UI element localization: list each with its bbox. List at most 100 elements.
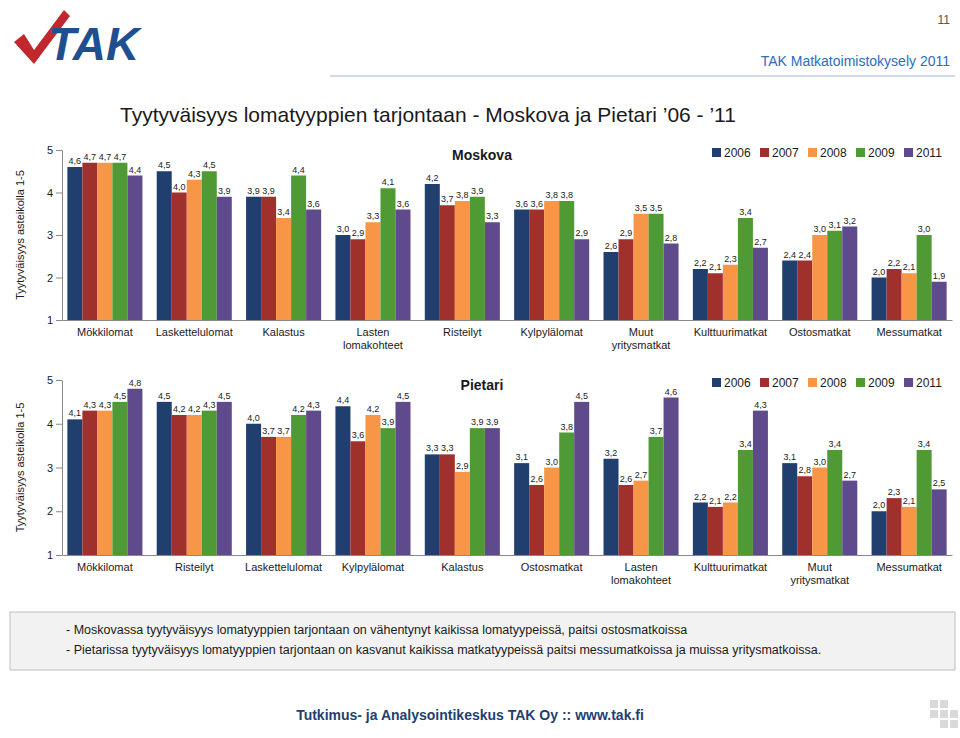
data-label: 4,5 bbox=[114, 391, 127, 401]
category-label: Kylpylälomat bbox=[342, 561, 404, 573]
data-label: 2,9 bbox=[620, 228, 633, 238]
bar bbox=[842, 481, 857, 555]
bar bbox=[246, 197, 261, 320]
data-label: 2,9 bbox=[456, 461, 469, 471]
bars bbox=[67, 163, 946, 320]
bar bbox=[485, 222, 500, 320]
bar bbox=[723, 503, 738, 556]
category-labels: MökkilomatLaskettelulomatKalastusLastenl… bbox=[77, 326, 942, 351]
bar bbox=[425, 184, 440, 320]
data-label: 4,0 bbox=[247, 413, 260, 423]
bar bbox=[529, 210, 544, 321]
data-label: 2,3 bbox=[724, 254, 737, 264]
data-label: 2,9 bbox=[575, 228, 588, 238]
bar bbox=[514, 210, 529, 321]
bar bbox=[797, 261, 812, 321]
y-tick-mark bbox=[56, 193, 62, 194]
data-label: 3,2 bbox=[605, 448, 618, 458]
bar bbox=[917, 450, 932, 555]
y-tick: 5 bbox=[47, 374, 62, 386]
decoration-square bbox=[940, 710, 948, 718]
data-label: 2,9 bbox=[352, 228, 365, 238]
category-label: Kalastus bbox=[441, 561, 484, 573]
y-axis: 12345 bbox=[47, 374, 63, 561]
y-tick-label: 5 bbox=[47, 374, 53, 386]
bar bbox=[649, 437, 664, 555]
y-tick-mark bbox=[56, 468, 62, 469]
data-label: 4,1 bbox=[382, 177, 395, 187]
data-label: 3,9 bbox=[471, 417, 484, 427]
bar bbox=[350, 441, 365, 555]
bar bbox=[350, 239, 365, 320]
data-label: 2,4 bbox=[783, 250, 796, 260]
bar bbox=[276, 437, 291, 555]
bar bbox=[932, 282, 947, 320]
category-label: Muutyritysmatkat bbox=[612, 326, 671, 351]
y-tick: 4 bbox=[47, 187, 62, 199]
y-tick-label: 4 bbox=[47, 418, 53, 430]
category-label: Ostosmatkat bbox=[789, 326, 851, 338]
data-label: 3,7 bbox=[277, 426, 290, 436]
legend-swatch bbox=[712, 378, 721, 387]
category-label: Laskettelulomat bbox=[245, 561, 322, 573]
y-axis-line bbox=[62, 381, 63, 556]
data-label: 3,4 bbox=[739, 439, 752, 449]
data-label: 4,5 bbox=[575, 391, 588, 401]
data-label: 2,8 bbox=[798, 465, 811, 475]
bar bbox=[619, 485, 634, 555]
decoration-square bbox=[950, 720, 958, 728]
y-tick: 5 bbox=[47, 144, 62, 156]
bar bbox=[842, 227, 857, 321]
y-tick: 1 bbox=[47, 549, 62, 561]
data-label: 3,6 bbox=[515, 199, 528, 209]
legend-entry: 2008 bbox=[808, 376, 847, 390]
bar bbox=[202, 411, 217, 555]
data-label: 3,8 bbox=[560, 422, 573, 432]
data-label: 3,9 bbox=[218, 186, 231, 196]
legend-label: 2009 bbox=[868, 376, 895, 390]
bar bbox=[574, 402, 589, 555]
data-label: 4,4 bbox=[292, 165, 305, 175]
data-label: 3,5 bbox=[650, 203, 663, 213]
bar bbox=[127, 389, 142, 555]
data-label: 3,4 bbox=[277, 207, 290, 217]
data-label: 3,6 bbox=[397, 199, 410, 209]
bar bbox=[172, 193, 187, 321]
category-label: Lastenlomakohteet bbox=[343, 326, 403, 351]
bar bbox=[917, 235, 932, 320]
logo: TAK bbox=[14, 10, 142, 70]
data-label: 2,0 bbox=[873, 500, 886, 510]
legend-entry: 2011 bbox=[904, 376, 942, 390]
y-tick: 2 bbox=[47, 272, 62, 284]
data-label: 3,7 bbox=[441, 194, 454, 204]
bar bbox=[395, 210, 410, 321]
legend-label: 2006 bbox=[724, 146, 751, 160]
legend: 20062007200820092011 bbox=[712, 146, 942, 160]
y-tick-mark bbox=[56, 320, 62, 321]
page-title: Tyytyväisyys lomatyyppien tarjontaan - M… bbox=[120, 103, 736, 126]
survey-name: TAK Matkatoimistokysely 2011 bbox=[761, 53, 951, 69]
bar bbox=[708, 507, 723, 555]
legend-swatch bbox=[808, 378, 817, 387]
data-label: 3,8 bbox=[560, 190, 573, 200]
legend-entry: 2006 bbox=[712, 376, 751, 390]
decoration-square bbox=[940, 720, 948, 728]
note: - Pietarissa tyytyväisyys lomatyyppien t… bbox=[66, 643, 821, 657]
bar bbox=[932, 489, 947, 555]
data-label: 3,6 bbox=[352, 430, 365, 440]
bar bbox=[261, 437, 276, 555]
bar bbox=[157, 171, 172, 320]
data-label: 2,2 bbox=[694, 492, 707, 502]
chart: 4,64,53,93,04,23,62,62,22,42,04,74,03,92… bbox=[14, 144, 953, 351]
bar bbox=[157, 402, 172, 555]
notes-box bbox=[10, 612, 955, 670]
data-label: 4,3 bbox=[84, 400, 97, 410]
data-label: 2,6 bbox=[620, 474, 633, 484]
data-label: 3,0 bbox=[918, 224, 931, 234]
data-label: 3,7 bbox=[262, 426, 275, 436]
bar bbox=[544, 468, 559, 556]
legend-entry: 2008 bbox=[808, 146, 847, 160]
bar bbox=[217, 197, 232, 320]
data-label: 3,2 bbox=[844, 216, 857, 226]
x-axis-line bbox=[63, 555, 953, 556]
